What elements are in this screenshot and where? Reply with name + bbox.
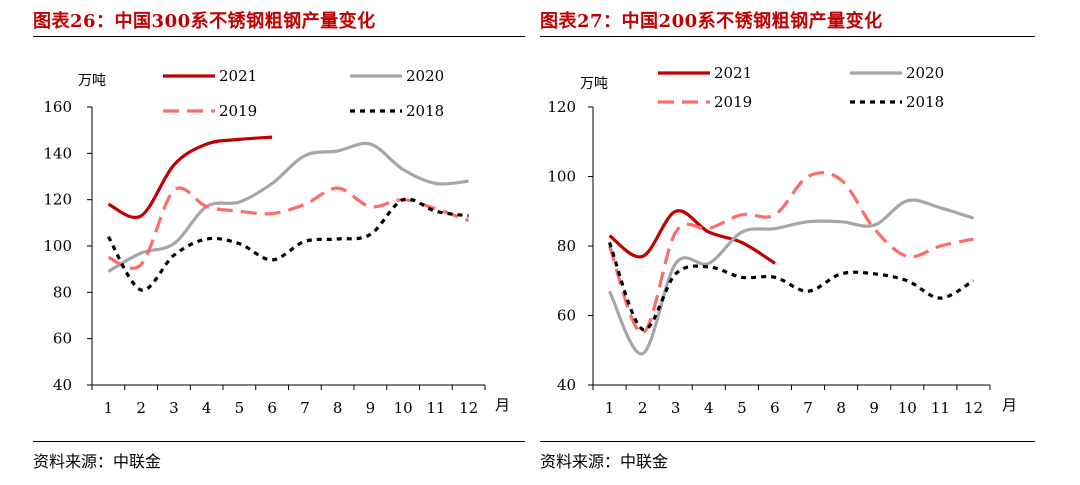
x-tick-label: 11 — [426, 399, 445, 417]
y-tick-label: 100 — [547, 168, 576, 186]
series-line-2020 — [107, 141, 469, 273]
y-axis-unit: 万吨 — [580, 76, 608, 92]
x-tick-label: 2 — [638, 399, 648, 417]
x-tick-label: 10 — [394, 399, 413, 417]
title-divider — [33, 36, 525, 37]
y-tick-label: 100 — [43, 237, 72, 255]
x-tick-label: 10 — [898, 399, 917, 417]
series-line-2019 — [607, 171, 974, 335]
x-tick-label: 6 — [267, 399, 277, 417]
series-line-2018 — [107, 197, 469, 292]
x-tick-label: 9 — [869, 399, 879, 417]
x-tick-label: 12 — [964, 399, 983, 417]
legend-label-2019: 2019 — [714, 93, 752, 111]
x-tick-label: 8 — [836, 399, 846, 417]
x-tick-label: 12 — [459, 399, 478, 417]
x-axis-unit: 月 — [1002, 396, 1017, 414]
x-tick-label: 1 — [104, 399, 114, 417]
chart-panel-200: 图表27：中国200系不锈钢粗钢产量变化 40 60 80 100 120 1 2 3 4 5 6 7… — [540, 0, 1080, 485]
x-tick-label: 9 — [366, 399, 376, 417]
source-divider — [33, 441, 525, 442]
x-axis-unit: 月 — [495, 396, 510, 414]
x-tick-label: 6 — [770, 399, 780, 417]
x-tick-label: 3 — [169, 399, 179, 417]
legend-label-2021: 2021 — [219, 67, 257, 85]
legend-label-2018: 2018 — [406, 102, 444, 120]
source-note: 资料来源：中联金 — [33, 452, 162, 471]
title-divider — [540, 36, 1035, 37]
y-tick-label: 80 — [53, 283, 72, 301]
y-tick-label: 60 — [53, 330, 72, 348]
x-tick-label: 5 — [235, 399, 245, 417]
series-line-2020 — [608, 198, 974, 356]
legend-label-2018: 2018 — [906, 93, 944, 111]
x-tick-label: 5 — [737, 399, 747, 417]
legend-label-2019: 2019 — [219, 102, 257, 120]
y-tick-label: 40 — [53, 376, 72, 394]
legend-label-2021: 2021 — [714, 64, 752, 82]
y-tick-label: 60 — [557, 307, 576, 325]
chart-title: 图表26：中国300系不锈钢粗钢产量变化 — [33, 11, 376, 32]
x-tick-label: 7 — [300, 399, 310, 417]
x-tick-label: 11 — [931, 399, 950, 417]
y-tick-label: 160 — [43, 98, 72, 116]
series-line-2021 — [608, 209, 776, 265]
y-tick-label: 140 — [43, 144, 72, 162]
x-tick-label: 4 — [202, 399, 212, 417]
x-tick-label: 7 — [803, 399, 813, 417]
chart-panel-300: 图表26：中国300系不锈钢粗钢产量变化 40 60 80 100 120 140 160 1… — [33, 11, 525, 471]
legend-label-2020: 2020 — [906, 64, 944, 82]
y-tick-label: 80 — [557, 237, 576, 255]
x-tick-label: 1 — [605, 399, 615, 417]
y-tick-label: 120 — [43, 191, 72, 209]
x-tick-label: 3 — [671, 399, 681, 417]
series-line-2021 — [107, 135, 273, 219]
y-axis-unit: 万吨 — [78, 73, 106, 89]
legend-label-2020: 2020 — [406, 67, 444, 85]
y-tick-label: 40 — [557, 376, 576, 394]
chart-title: 图表27：中国200系不锈钢粗钢产量变化 — [540, 11, 883, 32]
x-tick-label: 2 — [136, 399, 146, 417]
source-note: 资料来源：中联金 — [540, 452, 669, 471]
x-tick-label: 4 — [704, 399, 714, 417]
x-tick-label: 8 — [333, 399, 343, 417]
source-divider — [540, 441, 1035, 442]
y-tick-label: 120 — [547, 98, 576, 116]
